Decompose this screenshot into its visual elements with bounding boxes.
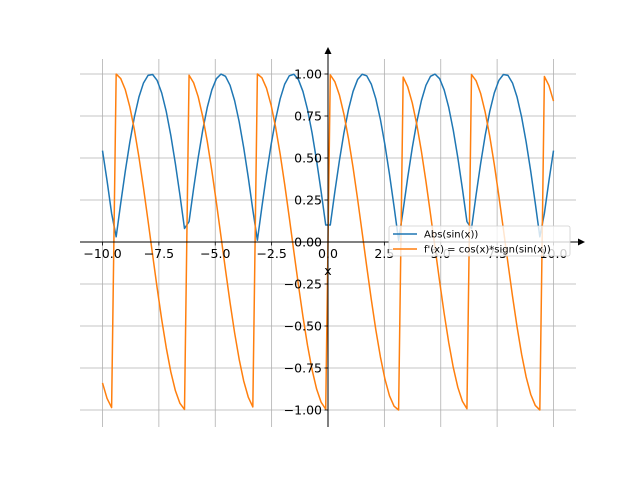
y-tick-label: 0.50	[294, 151, 322, 166]
y-tick-label: 0.75	[294, 109, 322, 124]
x-axis-arrowhead	[578, 238, 585, 246]
x-tick-label: −7.5	[144, 246, 174, 261]
y-axis-arrowhead	[324, 47, 332, 54]
legend-box	[388, 225, 571, 257]
y-tick-label: 0.25	[294, 193, 322, 208]
x-tick-label: −2.5	[256, 246, 286, 261]
x-tick-label: −5.0	[200, 246, 230, 261]
y-tick-label: −0.75	[284, 361, 322, 376]
y-tick-label: −0.25	[284, 277, 322, 292]
x-tick-label: 0.0	[318, 246, 338, 261]
y-tick-label: 1.00	[294, 67, 322, 82]
x-tick-label: −10.0	[83, 246, 121, 261]
legend-label-abs-sin: Abs(sin(x))	[424, 230, 478, 241]
legend-label-derivative: f'(x) = cos(x)*sign(sin(x))	[424, 245, 551, 256]
y-tick-label: −0.50	[284, 319, 322, 334]
legend: Abs(sin(x)) f'(x) = cos(x)*sign(sin(x))	[388, 225, 571, 257]
y-tick-label: −1.00	[284, 403, 322, 418]
x-axis-label: x	[324, 263, 331, 278]
y-tick-label: 0.00	[294, 235, 322, 250]
